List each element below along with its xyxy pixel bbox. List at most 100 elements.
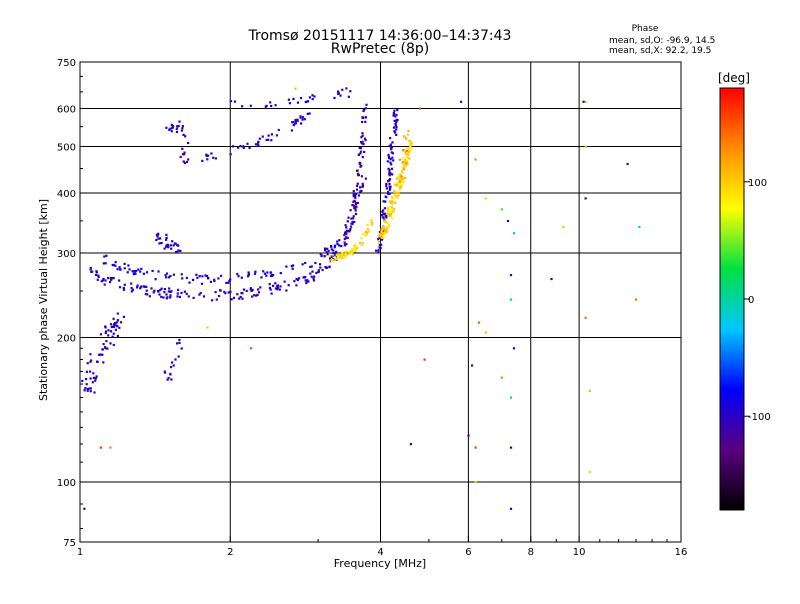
y-axis-label: Stationary phase Virtual Height [km]: [37, 199, 50, 401]
data-point: [180, 273, 183, 276]
data-point: [265, 138, 268, 141]
data-point: [164, 274, 167, 277]
data-point: [394, 115, 397, 118]
data-point: [219, 289, 222, 292]
data-point: [114, 328, 117, 331]
data-point: [169, 275, 172, 278]
data-point: [214, 291, 217, 294]
data-point: [308, 96, 311, 99]
data-point: [391, 141, 394, 144]
data-point: [474, 446, 477, 449]
data-point: [346, 253, 349, 256]
data-point: [389, 137, 392, 140]
data-point: [94, 377, 97, 380]
grid: [80, 62, 681, 542]
data-point: [232, 145, 235, 148]
data-point: [122, 315, 125, 318]
data-point: [398, 158, 401, 161]
data-point: [174, 242, 177, 245]
data-point: [213, 278, 216, 281]
data-point: [389, 172, 392, 175]
data-point: [360, 175, 363, 178]
data-point: [162, 296, 165, 299]
data-point: [294, 87, 297, 90]
data-point: [509, 446, 513, 449]
data-point: [354, 195, 357, 198]
data-point: [310, 275, 313, 278]
data-point: [241, 297, 244, 300]
data-point: [356, 169, 359, 172]
data-point: [185, 292, 188, 295]
data-point: [361, 132, 364, 135]
data-point: [484, 331, 487, 334]
data-point: [336, 243, 339, 246]
data-point: [355, 203, 358, 206]
data-point: [206, 158, 209, 161]
data-point: [345, 233, 348, 236]
data-point: [89, 360, 92, 363]
data-point: [343, 241, 346, 244]
data-point: [233, 100, 237, 103]
data-point: [165, 276, 168, 279]
data-point: [359, 162, 362, 166]
data-point: [348, 252, 351, 255]
stats-line-x: mean, sd,X: 92.2, 19.5: [609, 46, 711, 56]
data-point: [361, 182, 364, 185]
data-point: [509, 274, 513, 277]
data-point: [171, 240, 174, 243]
data-point: [383, 207, 386, 210]
data-point: [361, 156, 364, 159]
data-point: [212, 156, 215, 159]
data-point: [392, 208, 396, 211]
data-point: [341, 255, 344, 258]
data-point: [396, 109, 399, 112]
data-point: [209, 280, 212, 283]
data-point: [350, 222, 353, 225]
data-point: [241, 105, 244, 108]
data-point: [338, 239, 341, 242]
data-point: [384, 232, 387, 235]
data-point: [326, 266, 329, 269]
data-point: [387, 179, 390, 182]
data-point: [382, 232, 385, 235]
data-point: [388, 182, 391, 186]
data-point: [166, 378, 169, 381]
data-point: [269, 288, 272, 291]
data-point: [126, 271, 129, 274]
data-point: [92, 372, 95, 375]
data-point: [391, 210, 394, 213]
data-point: [89, 377, 92, 380]
data-point: [336, 240, 339, 243]
data-point: [359, 241, 362, 245]
data-point: [109, 330, 113, 333]
data-point: [354, 202, 357, 205]
data-point: [258, 137, 261, 140]
data-point: [99, 446, 102, 449]
y-tick-label: 100: [57, 478, 76, 489]
data-point: [246, 275, 250, 278]
data-point: [269, 271, 272, 274]
data-point: [385, 187, 388, 190]
data-point: [167, 376, 170, 380]
data-point: [391, 173, 394, 176]
data-point: [177, 249, 180, 252]
data-point: [247, 273, 250, 277]
data-point: [388, 168, 391, 172]
data-point: [294, 118, 297, 122]
data-point: [361, 116, 364, 120]
data-point: [388, 192, 391, 196]
data-point: [230, 298, 233, 301]
data-point: [276, 284, 279, 287]
data-point: [95, 375, 98, 378]
data-point: [358, 146, 361, 149]
data-point: [180, 291, 183, 294]
data-point: [334, 259, 337, 262]
data-point: [344, 253, 347, 256]
data-point: [94, 379, 97, 382]
data-point: [119, 321, 123, 324]
data-point: [391, 208, 394, 211]
data-point: [112, 343, 115, 347]
data-point: [309, 265, 312, 269]
data-point: [584, 316, 587, 319]
data-point: [391, 152, 394, 155]
